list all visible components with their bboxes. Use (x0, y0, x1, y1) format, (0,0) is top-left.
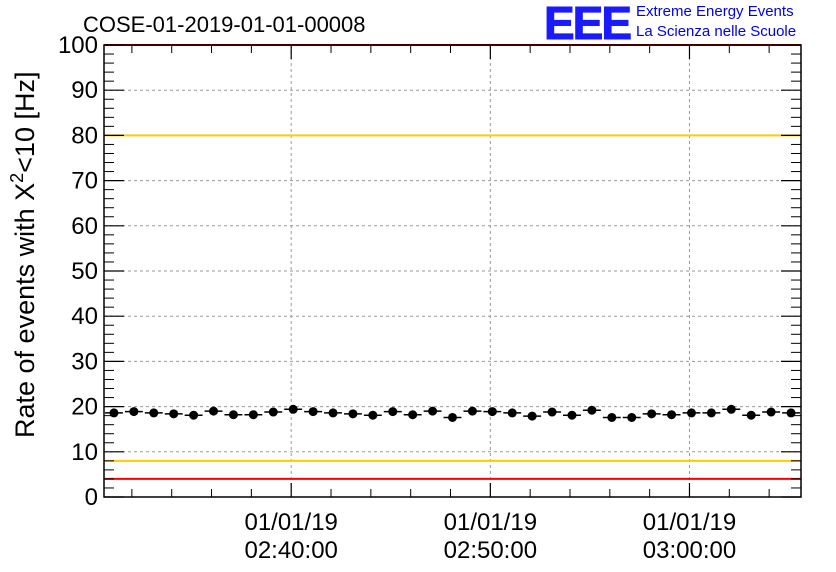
data-point (408, 410, 418, 420)
data-point (706, 408, 716, 418)
data-point (448, 412, 457, 422)
data-point (328, 408, 338, 418)
y-tick-labels: 0 10 20 30 40 50 60 70 80 90 100 (58, 32, 98, 511)
y-tick-label: 60 (71, 213, 98, 240)
x-tick-label-date: 01/01/19 (244, 509, 337, 536)
data-point (189, 410, 199, 420)
x-tick-label-time: 03:00:00 (643, 537, 736, 564)
data-point (667, 410, 677, 420)
chart-title: COSE-01-2019-01-01-00008 (83, 12, 366, 37)
data-point (209, 406, 219, 416)
data-point (248, 410, 258, 420)
logo-line-1: Extreme Energy Events (636, 3, 794, 20)
data-points (105, 404, 800, 422)
y-tick-label: 40 (71, 303, 98, 330)
logo-caption: Extreme Energy Events La Scienza nelle S… (636, 2, 796, 42)
data-point (686, 408, 696, 418)
data-point (348, 409, 358, 419)
y-axis-label-tail: <10 [Hz] (10, 72, 40, 173)
logo-line-2: La Scienza nelle Scuole (636, 23, 797, 40)
data-point (467, 406, 477, 416)
grid (104, 45, 801, 497)
x-tick-label-date: 01/01/19 (444, 509, 537, 536)
y-tick-label: 50 (71, 258, 98, 285)
y-tick-label: 0 (85, 484, 98, 511)
data-point (527, 411, 537, 421)
axis-ticks (104, 44, 801, 498)
data-point (169, 409, 179, 419)
y-axis-label-sup: 2 (7, 173, 27, 183)
y-tick-label: 90 (71, 77, 98, 104)
y-axis-label-main: Rate of events with X (10, 183, 40, 438)
data-point (647, 409, 657, 419)
data-point (268, 407, 278, 417)
data-point (428, 406, 438, 416)
data-point (607, 412, 617, 422)
data-point (308, 407, 318, 417)
data-point (368, 410, 378, 420)
data-point (507, 408, 517, 418)
x-tick-labels: 01/01/1902:40:0001/01/1902:50:0001/01/19… (244, 509, 736, 564)
x-tick-label-date: 01/01/19 (643, 509, 736, 536)
y-tick-label: 80 (71, 122, 98, 149)
data-point (149, 408, 159, 418)
eee-logo: EEE (543, 0, 632, 49)
data-point (627, 412, 637, 422)
x-tick-label-time: 02:40:00 (244, 537, 337, 564)
x-tick-label-time: 02:50:00 (444, 537, 537, 564)
data-point (746, 410, 756, 420)
y-tick-label: 100 (58, 32, 98, 59)
y-tick-label: 10 (71, 439, 98, 466)
y-tick-label: 20 (71, 394, 98, 421)
data-point (766, 407, 776, 417)
y-tick-label: 30 (71, 348, 98, 375)
data-point (228, 410, 238, 420)
data-point (487, 407, 497, 417)
data-point (567, 410, 577, 420)
y-tick-label: 70 (71, 168, 98, 195)
data-point (288, 404, 298, 414)
y-axis-label: Rate of events with X2<10 [Hz] (7, 72, 40, 438)
data-point (129, 407, 139, 417)
data-point (388, 407, 398, 417)
data-point (726, 404, 736, 414)
data-point (547, 407, 557, 417)
data-point (587, 405, 597, 415)
